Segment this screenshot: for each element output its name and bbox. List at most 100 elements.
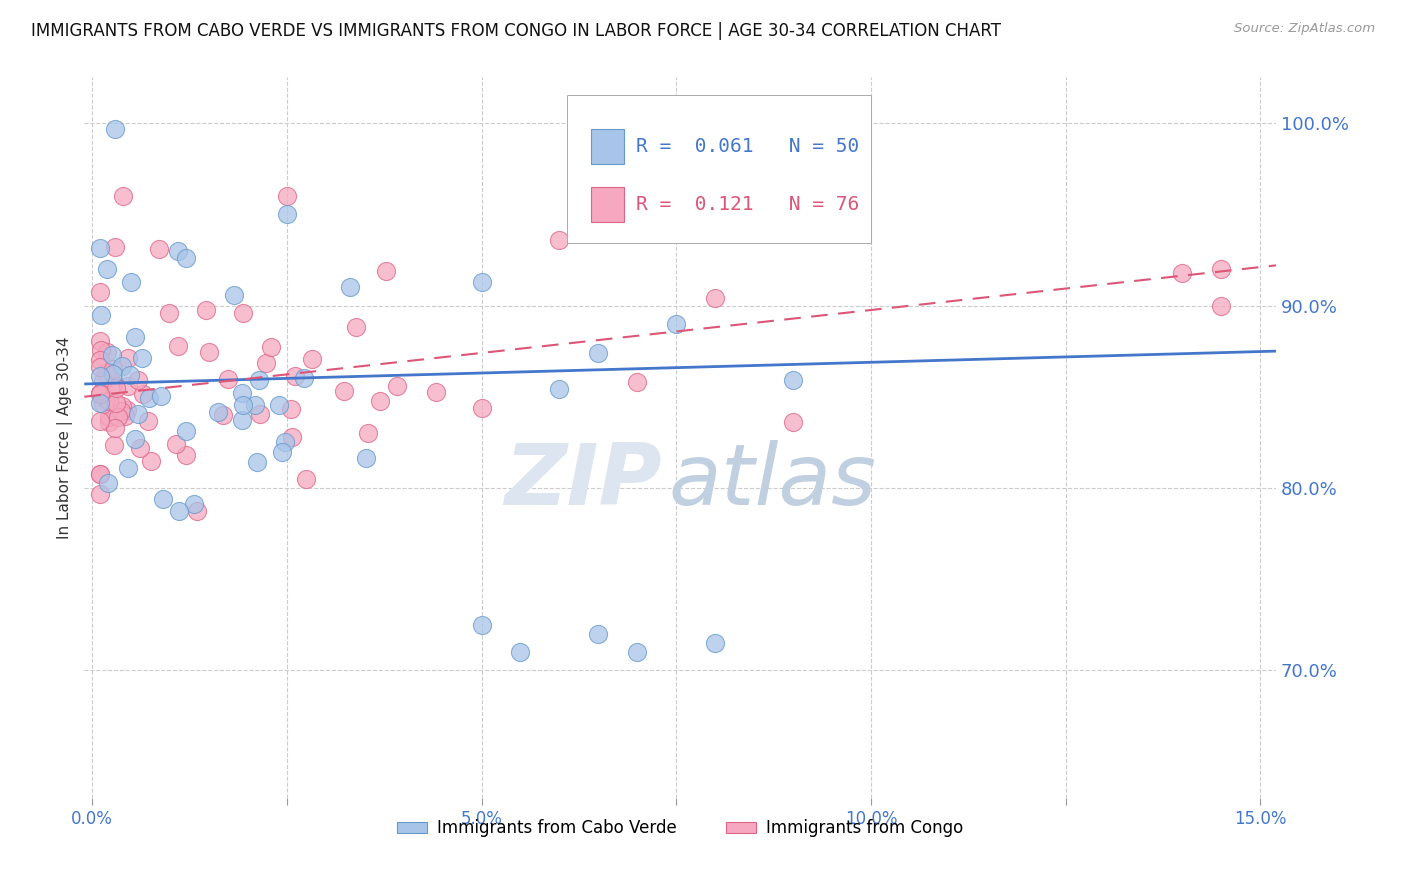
- Point: [782, 415, 804, 429]
- Legend: Immigrants from Cabo Verde, Immigrants from Congo: Immigrants from Cabo Verde, Immigrants f…: [389, 813, 970, 844]
- Point: [89, 360, 111, 375]
- Point: [91, 397, 114, 411]
- Point: [704, 636, 727, 650]
- Point: [470, 275, 492, 289]
- Point: [292, 370, 315, 384]
- Point: [280, 402, 302, 417]
- Point: [588, 346, 610, 360]
- Point: [704, 292, 727, 306]
- Point: [254, 355, 277, 369]
- Point: [217, 371, 239, 385]
- Point: [118, 368, 141, 383]
- Point: [117, 351, 139, 366]
- Point: [212, 408, 235, 422]
- Point: [97, 393, 120, 408]
- Point: [232, 306, 254, 320]
- Point: [89, 387, 111, 401]
- Point: [89, 487, 111, 501]
- Point: [104, 240, 127, 254]
- Point: [176, 424, 198, 438]
- Point: [368, 394, 391, 409]
- Point: [117, 379, 139, 393]
- Point: [197, 344, 219, 359]
- Point: [166, 244, 188, 258]
- Point: [174, 448, 197, 462]
- Point: [665, 318, 688, 332]
- Point: [100, 348, 122, 362]
- Bar: [591, 129, 624, 164]
- Point: [470, 401, 492, 415]
- Point: [89, 386, 111, 401]
- FancyBboxPatch shape: [567, 95, 870, 244]
- Text: R =  0.121   N = 76: R = 0.121 N = 76: [636, 195, 859, 214]
- Point: [626, 375, 648, 389]
- Point: [509, 645, 531, 659]
- Point: [112, 189, 135, 203]
- Point: [138, 392, 160, 406]
- Point: [90, 309, 112, 323]
- Point: [232, 398, 254, 412]
- Point: [1211, 299, 1233, 313]
- Point: [103, 362, 125, 376]
- Point: [117, 403, 139, 417]
- Point: [110, 404, 132, 418]
- Point: [588, 627, 610, 641]
- Point: [276, 189, 298, 203]
- Point: [195, 303, 218, 318]
- Text: IMMIGRANTS FROM CABO VERDE VS IMMIGRANTS FROM CONGO IN LABOR FORCE | AGE 30-34 C: IMMIGRANTS FROM CABO VERDE VS IMMIGRANTS…: [31, 22, 1001, 40]
- Point: [295, 472, 318, 486]
- Point: [231, 385, 253, 400]
- Point: [103, 367, 125, 381]
- Point: [124, 432, 146, 446]
- Point: [270, 445, 292, 459]
- Point: [284, 369, 307, 384]
- Point: [246, 455, 269, 469]
- Point: [89, 467, 111, 481]
- Point: [89, 396, 111, 410]
- Point: [107, 410, 129, 425]
- Point: [186, 504, 208, 518]
- Point: [247, 373, 270, 387]
- Point: [548, 233, 571, 247]
- Point: [148, 242, 170, 256]
- Point: [96, 262, 118, 277]
- Point: [111, 399, 134, 413]
- Point: [127, 373, 149, 387]
- Point: [166, 437, 188, 451]
- Text: atlas: atlas: [668, 440, 876, 523]
- Point: [129, 441, 152, 455]
- Point: [1211, 262, 1233, 277]
- Point: [124, 330, 146, 344]
- Point: [89, 368, 111, 383]
- Point: [167, 339, 190, 353]
- Point: [91, 374, 114, 388]
- Point: [127, 407, 149, 421]
- Point: [89, 241, 111, 255]
- Point: [374, 264, 396, 278]
- Point: [245, 398, 267, 412]
- Point: [548, 382, 571, 396]
- Point: [231, 413, 253, 427]
- Point: [89, 334, 111, 349]
- Point: [136, 414, 159, 428]
- Point: [104, 420, 127, 434]
- Point: [105, 396, 128, 410]
- Point: [98, 410, 121, 425]
- Point: [132, 387, 155, 401]
- Point: [96, 393, 118, 408]
- Point: [249, 407, 271, 421]
- Point: [96, 344, 118, 359]
- Point: [120, 275, 142, 289]
- Point: [94, 366, 117, 380]
- Bar: [591, 187, 624, 221]
- Point: [346, 319, 368, 334]
- Point: [205, 813, 228, 827]
- Y-axis label: In Labor Force | Age 30-34: In Labor Force | Age 30-34: [58, 336, 73, 539]
- Point: [333, 384, 356, 398]
- Point: [89, 285, 111, 299]
- Text: R =  0.061   N = 50: R = 0.061 N = 50: [636, 137, 859, 156]
- Point: [276, 207, 298, 221]
- Point: [470, 617, 492, 632]
- Point: [425, 384, 447, 399]
- Point: [280, 429, 302, 443]
